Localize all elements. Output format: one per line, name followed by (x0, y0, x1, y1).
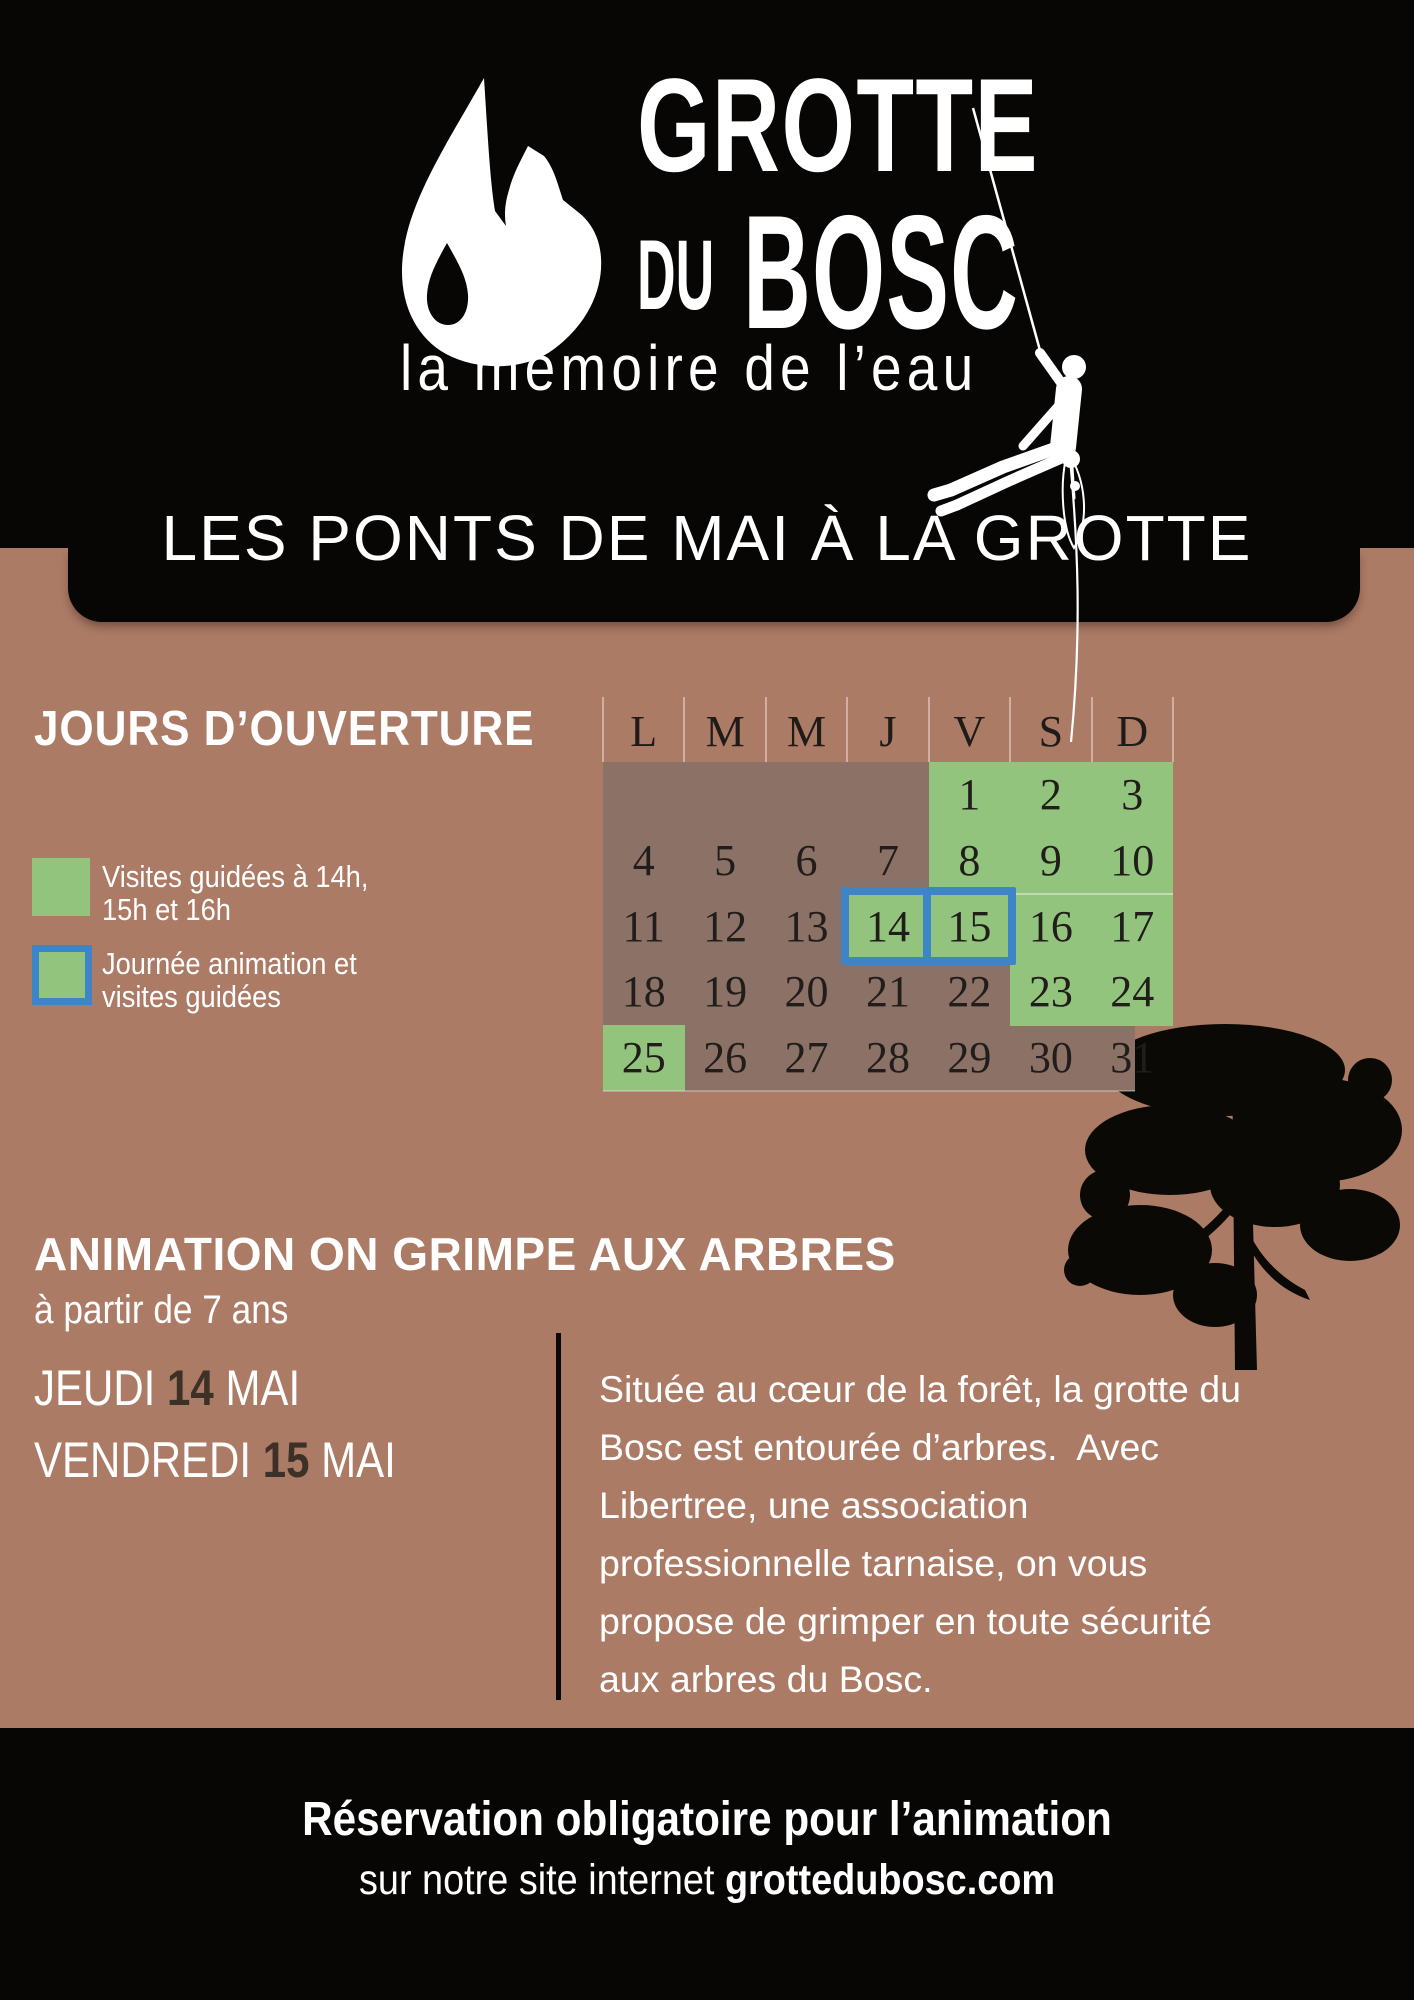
footer-band (0, 1728, 1414, 2000)
animation-description: Située au cœur de la forêt, la grotte du… (599, 1360, 1241, 1708)
calendar-date: 19 (703, 967, 748, 1017)
calendar: L M M J V S D 1 2 3 4 5 6 7 8 9 10 11 12 13 14 15 16 17 18 19 20 21… (602, 697, 1174, 1092)
vertical-divider (556, 1333, 561, 1700)
description-line: professionnelle tarnaise, on vous (599, 1542, 1148, 1584)
header-rounded-tab (68, 548, 1360, 622)
calendar-date: 21 (865, 967, 910, 1017)
calendar-open-day-cell (1010, 827, 1093, 895)
calendar-date: 27 (784, 1033, 829, 1083)
calendar-open-day-cell (1091, 893, 1174, 960)
calendar-date: 16 (1028, 901, 1073, 951)
calendar-row-line (928, 892, 1173, 895)
calendar-date: 9 (1039, 835, 1062, 885)
animation-date-2: VENDREDI 15 MAI (34, 1432, 396, 1488)
website-url: grottedubosc.com (724, 1856, 1056, 1904)
calendar-day-header: J (879, 707, 897, 756)
calendar-date: 1 (958, 770, 981, 819)
calendar-date: 30 (1028, 1033, 1073, 1083)
calendar-animation-day-cell (922, 886, 1017, 966)
calendar-date: 2 (1039, 770, 1062, 819)
calendar-open-day-cell (928, 762, 1011, 829)
description-line: aux arbres du Bosc. (599, 1658, 933, 1700)
animation-age: à partir de 7 ans (34, 1288, 289, 1332)
calendar-column-separator (1090, 697, 1093, 762)
legend-animation-label: Journée animation et visites guidées (102, 946, 357, 1014)
calendar-open-day-cell (1010, 959, 1093, 1026)
footer-website-text: sur notre site internet grottedubosc.com (358, 1856, 1056, 1904)
calendar-date: 3 (1121, 770, 1144, 819)
calendar-day-header: M (705, 707, 745, 756)
header-band (0, 0, 1414, 548)
calendar-open-day-cell (1091, 959, 1174, 1026)
animation-heading: ANIMATION ON GRIMPE AUX ARBRES (34, 1228, 896, 1280)
calendar-date: 7 (876, 835, 899, 885)
legend-green-label: Visites guidées à 14h, 15h et 16h (102, 859, 369, 927)
description-line: Bosc est entourée d’arbres. Avec (599, 1426, 1160, 1468)
calendar-date: 31 (1110, 1033, 1155, 1083)
calendar-date: 24 (1110, 967, 1155, 1017)
legend-green-square (32, 858, 90, 916)
calendar-day-header: M (786, 707, 827, 756)
calendar-date: 22 (947, 967, 992, 1017)
calendar-open-day-cell (1010, 893, 1093, 960)
logo-text-du: DU (637, 219, 715, 330)
calendar-date: 14 (865, 901, 910, 951)
calendar-day-header: L (630, 707, 658, 756)
calendar-column-separator (602, 697, 604, 762)
calendar-column-separator (1172, 697, 1174, 762)
description-line: Située au cœur de la forêt, la grotte du (599, 1368, 1242, 1410)
footer-reservation-text: Réservation obligatoire pour l’animation (302, 1793, 1112, 1846)
calendar-date: 11 (622, 901, 665, 951)
calendar-bottom-line (603, 1090, 1135, 1092)
calendar-open-day-cell (928, 827, 1011, 895)
calendar-date: 4 (632, 835, 655, 885)
calendar-column-separator (927, 697, 930, 762)
calendar-column-separator (1009, 697, 1012, 762)
date-number: 15 (262, 1432, 310, 1488)
calendar-open-day-cell (1091, 827, 1174, 895)
calendar-date: 6 (795, 835, 818, 885)
calendar-date: 12 (703, 901, 748, 951)
calendar-date: 29 (947, 1033, 992, 1083)
calendar-day-header: S (1038, 707, 1064, 756)
calendar-date: 10 (1110, 835, 1155, 885)
description-line: propose de grimper en toute sécurité (599, 1600, 1212, 1642)
calendar-date: 15 (947, 901, 992, 951)
animation-date-1: JEUDI 14 MAI (34, 1360, 301, 1416)
calendar-date: 26 (703, 1033, 748, 1083)
calendar-date: 13 (784, 901, 829, 951)
calendar-open-day-cell (1010, 762, 1093, 829)
calendar-open-day-cell (603, 1025, 685, 1092)
logo-text-grotte: GROTTE (637, 52, 1039, 200)
calendar-date: 28 (865, 1033, 910, 1083)
calendar-date: 17 (1110, 901, 1155, 951)
calendar-date: 20 (784, 967, 829, 1017)
calendar-date: 18 (621, 967, 666, 1017)
calendar-column-separator (683, 697, 686, 762)
calendar-open-day-cell (1091, 762, 1174, 829)
calendar-date: 8 (958, 835, 981, 885)
calendar-date: 23 (1028, 967, 1073, 1017)
description-line: Libertree, une association (599, 1484, 1029, 1526)
legend-animation-square (32, 945, 92, 1005)
opening-heading: JOURS D’OUVERTURE (34, 702, 535, 756)
calendar-column-separator (846, 697, 849, 762)
calendar-date: 5 (714, 835, 737, 885)
calendar-day-header: D (1116, 707, 1149, 756)
calendar-date: 25 (621, 1033, 666, 1083)
date-number: 14 (167, 1360, 214, 1416)
calendar-day-header: V (953, 707, 986, 756)
calendar-column-separator (764, 697, 767, 762)
